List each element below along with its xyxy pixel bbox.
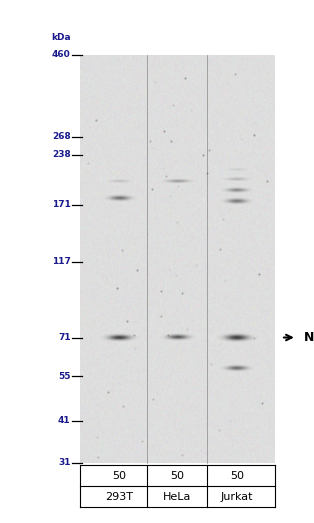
Text: 460: 460: [52, 50, 71, 60]
Text: 50: 50: [171, 471, 184, 481]
Text: 31: 31: [58, 458, 71, 468]
Text: 238: 238: [52, 150, 71, 159]
Text: 41: 41: [58, 416, 71, 425]
Text: 268: 268: [52, 132, 71, 141]
Text: 50: 50: [230, 471, 244, 481]
Text: HeLa: HeLa: [163, 492, 192, 502]
Text: 50: 50: [112, 471, 126, 481]
Text: 117: 117: [52, 257, 71, 267]
Text: kDa: kDa: [51, 33, 71, 42]
Text: 293T: 293T: [105, 492, 133, 502]
Text: 171: 171: [52, 200, 71, 209]
Text: Jurkat: Jurkat: [221, 492, 253, 502]
Text: 71: 71: [58, 333, 71, 342]
Text: NUP85: NUP85: [304, 331, 314, 344]
Text: 55: 55: [58, 372, 71, 381]
